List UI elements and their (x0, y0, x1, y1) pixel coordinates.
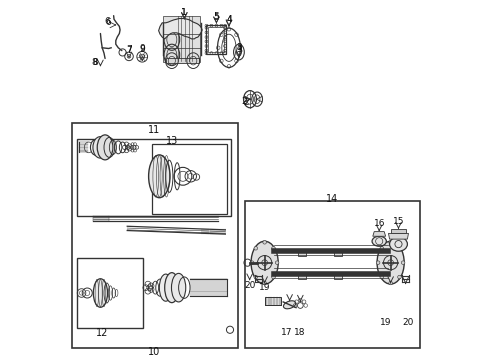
Text: 2: 2 (243, 98, 248, 107)
Circle shape (271, 247, 275, 250)
Text: 20: 20 (244, 281, 255, 290)
Circle shape (263, 240, 267, 244)
Text: 16: 16 (373, 219, 385, 228)
Bar (77, 139, 231, 216)
Ellipse shape (251, 241, 278, 284)
Text: 13: 13 (166, 136, 178, 145)
Ellipse shape (93, 279, 108, 307)
Text: 3: 3 (236, 43, 242, 52)
Text: 6: 6 (105, 17, 110, 26)
Text: 17: 17 (281, 328, 293, 337)
Text: 7: 7 (126, 45, 132, 54)
Bar (152, 144, 227, 214)
Ellipse shape (165, 273, 179, 303)
Text: 6: 6 (106, 18, 112, 27)
Ellipse shape (283, 301, 296, 309)
Circle shape (271, 275, 275, 279)
Text: 2: 2 (242, 97, 247, 106)
Polygon shape (389, 233, 409, 239)
Bar (72, 123, 238, 348)
Circle shape (398, 275, 401, 279)
Circle shape (401, 261, 405, 265)
Ellipse shape (97, 135, 113, 160)
Polygon shape (159, 18, 202, 39)
Circle shape (263, 281, 267, 285)
Circle shape (380, 275, 384, 279)
Text: 19: 19 (259, 283, 270, 292)
Ellipse shape (390, 237, 407, 251)
Circle shape (398, 247, 401, 250)
Bar (298, 251, 306, 256)
Circle shape (376, 261, 380, 265)
Text: 5: 5 (214, 13, 220, 22)
Circle shape (254, 247, 258, 250)
Bar (298, 274, 306, 279)
Text: 18: 18 (294, 328, 305, 337)
Circle shape (389, 240, 392, 244)
Ellipse shape (159, 274, 172, 301)
Text: 5: 5 (214, 12, 220, 21)
Polygon shape (167, 58, 198, 63)
Text: 9: 9 (139, 45, 145, 54)
Ellipse shape (93, 137, 107, 158)
Bar (77, 258, 143, 328)
Text: 12: 12 (96, 328, 108, 338)
Text: 9: 9 (139, 44, 145, 53)
Bar (206, 25, 226, 54)
Circle shape (389, 281, 392, 285)
Text: 8: 8 (92, 58, 97, 67)
Ellipse shape (372, 236, 386, 246)
Ellipse shape (172, 273, 186, 302)
Bar (334, 251, 342, 256)
Text: 1: 1 (181, 8, 187, 17)
Ellipse shape (91, 140, 101, 155)
Bar (245, 201, 420, 348)
Text: 4: 4 (226, 15, 232, 24)
Polygon shape (265, 297, 281, 306)
Text: 8: 8 (92, 58, 98, 67)
Text: 11: 11 (148, 125, 160, 135)
Ellipse shape (377, 241, 404, 284)
Ellipse shape (148, 155, 170, 198)
Text: 19: 19 (380, 318, 392, 327)
Polygon shape (163, 16, 200, 62)
Text: 15: 15 (392, 217, 404, 226)
Text: 7: 7 (126, 46, 132, 55)
Text: 14: 14 (326, 194, 339, 204)
Text: 1: 1 (181, 8, 187, 17)
Text: 4: 4 (226, 15, 232, 24)
Circle shape (250, 261, 254, 265)
Text: 3: 3 (236, 45, 242, 54)
Circle shape (254, 275, 258, 279)
Polygon shape (373, 231, 386, 236)
Circle shape (380, 247, 384, 250)
Text: 10: 10 (148, 347, 160, 357)
Bar (334, 274, 342, 279)
Circle shape (275, 261, 279, 265)
Polygon shape (391, 229, 406, 233)
Text: 20: 20 (403, 318, 414, 327)
Bar (208, 27, 224, 52)
